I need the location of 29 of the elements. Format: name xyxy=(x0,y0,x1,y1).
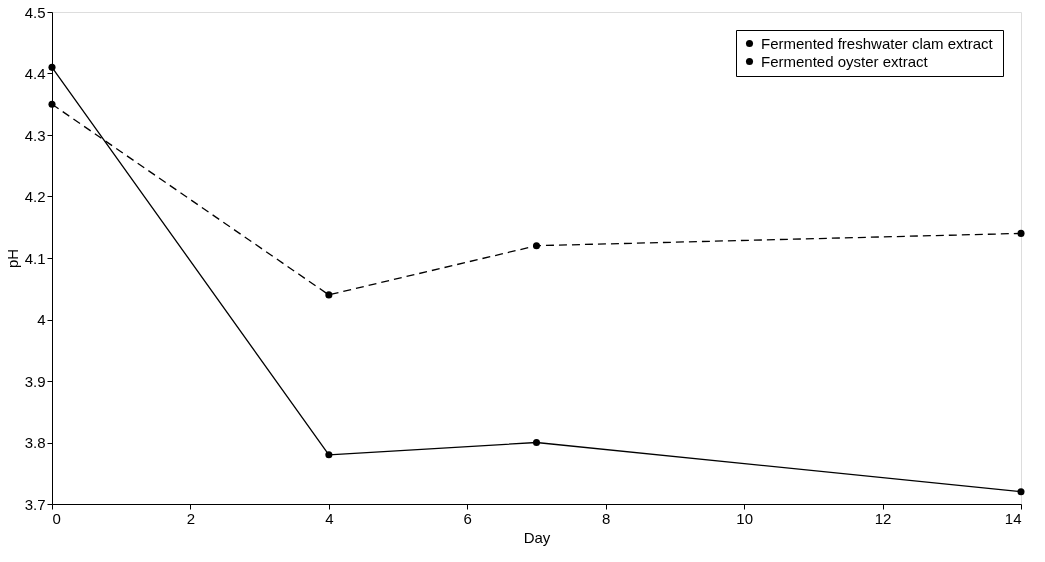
legend-label: Fermented freshwater clam extract xyxy=(761,34,994,52)
x-tick-label: 0 xyxy=(52,509,61,527)
point xyxy=(1017,488,1025,496)
x-tick-label: 2 xyxy=(186,509,196,527)
y-tick-label: 4.4 xyxy=(24,65,46,82)
x-tick-label: 10 xyxy=(736,509,753,527)
y-axis-title: pH xyxy=(3,248,21,269)
x-axis-title: Day xyxy=(523,528,551,546)
y-tick-label: 3.8 xyxy=(24,434,46,451)
y-tick-label: 4.3 xyxy=(24,126,46,144)
point xyxy=(48,100,56,108)
y-tick-label: 3.7 xyxy=(24,495,46,513)
point xyxy=(325,291,333,299)
x-tick-label: 4 xyxy=(325,509,334,527)
point xyxy=(325,451,333,459)
x-tick-label: 12 xyxy=(874,509,892,527)
point xyxy=(1017,229,1025,237)
x-tick-label: 14 xyxy=(1004,509,1022,527)
point xyxy=(48,63,56,71)
point xyxy=(532,438,541,447)
y-tick-label: 4.1 xyxy=(24,249,46,267)
x-tick-label: 6 xyxy=(463,509,472,527)
y-tick-label: 4 xyxy=(37,311,46,328)
y-tick-label: 4.2 xyxy=(24,188,46,205)
y-tick-label: 4.5 xyxy=(24,3,46,21)
point xyxy=(532,242,541,250)
y-tick-label: 3.9 xyxy=(24,372,46,390)
x-tick-label: 8 xyxy=(602,509,611,527)
legend-label: Fermented oyster extract xyxy=(761,52,929,70)
